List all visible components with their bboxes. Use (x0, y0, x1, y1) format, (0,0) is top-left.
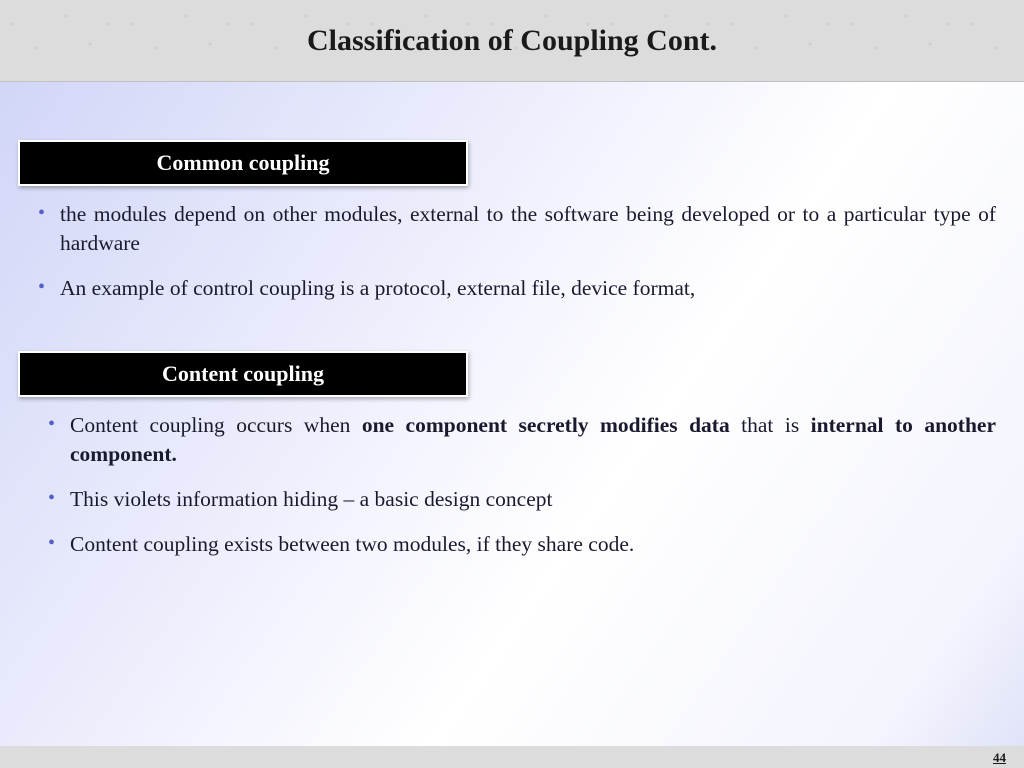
section-heading-common: Common coupling (18, 140, 468, 186)
text-bold: one component secretly modifies data (362, 413, 730, 437)
section-heading-content: Content coupling (18, 351, 468, 397)
slide-header: Classification of Coupling Cont. (0, 0, 1024, 82)
list-item: the modules depend on other modules, ext… (28, 200, 996, 258)
slide-title: Classification of Coupling Cont. (307, 24, 717, 58)
list-item: An example of control coupling is a prot… (28, 274, 996, 303)
page-number: 44 (993, 750, 1006, 766)
list-item: This violets information hiding – a basi… (28, 485, 996, 514)
slide-footer: 44 (0, 746, 1024, 768)
list-item: Content coupling occurs when one compone… (28, 411, 996, 469)
common-list: the modules depend on other modules, ext… (28, 200, 996, 303)
text-prefix: Content coupling occurs when (70, 413, 362, 437)
content-list: Content coupling occurs when one compone… (28, 411, 996, 559)
text-mid: that is (730, 413, 811, 437)
slide-body: Common coupling the modules depend on ot… (0, 82, 1024, 746)
list-item: Content coupling exists between two modu… (28, 530, 996, 559)
